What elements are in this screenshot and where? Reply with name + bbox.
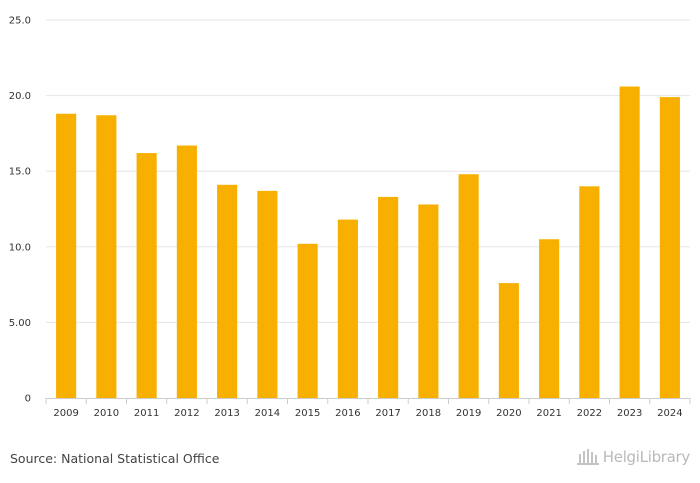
helgilibrary-logo[interactable]: HelgiLibrary (576, 448, 690, 466)
source-note: Source: National Statistical Office (10, 451, 220, 466)
bar-2013[interactable] (217, 184, 238, 398)
bar-2014[interactable] (257, 190, 278, 398)
bar-2024[interactable] (659, 97, 680, 398)
x-tick-label: 2016 (335, 408, 360, 419)
x-tick-label: 2019 (456, 408, 481, 419)
x-axis (45, 398, 691, 404)
x-tick-label: 2015 (295, 408, 320, 419)
x-tick-label: 2010 (94, 408, 119, 419)
x-tick-label: 2012 (174, 408, 199, 419)
x-axis-ticks: 2009 2010 2011 2012 2013 2014 2015 2016 2017 2018… (53, 408, 682, 419)
y-tick-label: 20.0 (9, 91, 31, 102)
y-axis-ticks: 0 5.00 10.0 15.0 20.0 25.0 (9, 16, 31, 405)
x-tick-label: 2014 (255, 408, 280, 419)
bar-2011[interactable] (136, 153, 157, 398)
bar-2023[interactable] (619, 86, 640, 398)
x-tick-label: 2011 (134, 408, 159, 419)
bar-2022[interactable] (579, 186, 600, 398)
logo-text: HelgiLibrary (602, 448, 691, 466)
bar-2018[interactable] (418, 204, 439, 398)
x-tick-label: 2013 (214, 408, 239, 419)
y-tick-label: 10.0 (9, 242, 31, 253)
bar-2012[interactable] (176, 145, 197, 398)
x-tick-label: 2022 (577, 408, 602, 419)
x-tick-label: 2020 (496, 408, 521, 419)
x-tick-label: 2018 (416, 408, 441, 419)
x-tick-label: 2017 (375, 408, 400, 419)
x-tick-label: 2023 (617, 408, 642, 419)
y-tick-label: 0 (25, 394, 31, 405)
bar-2015[interactable] (297, 243, 318, 398)
y-tick-label: 25.0 (9, 16, 31, 27)
x-tick-label: 2024 (657, 408, 682, 419)
bar-2009[interactable] (56, 113, 77, 398)
bar-2016[interactable] (337, 219, 358, 398)
bars (56, 86, 680, 399)
x-tick-label: 2009 (53, 408, 78, 419)
bar-2019[interactable] (458, 174, 479, 398)
y-tick-label: 15.0 (9, 167, 31, 178)
bar-2020[interactable] (498, 283, 519, 398)
library-building-icon (576, 449, 599, 465)
bar-2021[interactable] (539, 239, 560, 398)
bar-2010[interactable] (96, 115, 117, 399)
bar-2017[interactable] (378, 196, 399, 398)
x-tick-label: 2021 (536, 408, 561, 419)
y-tick-label: 5.00 (9, 318, 31, 329)
